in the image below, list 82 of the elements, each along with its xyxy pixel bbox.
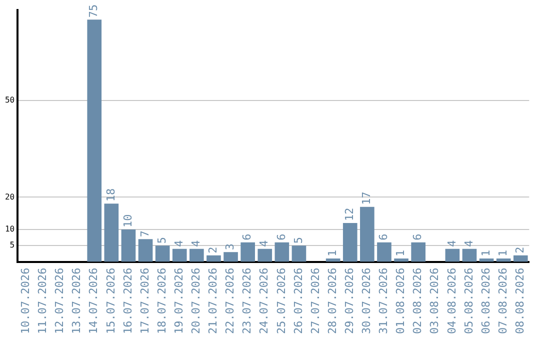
x-tick-label: 27.07.2026: [308, 268, 322, 334]
bar: [104, 204, 119, 262]
y-tick-label: 10: [4, 224, 15, 234]
x-tick-label: 21.07.2026: [206, 268, 220, 334]
data-label: 12: [342, 208, 356, 222]
bar: [121, 229, 136, 262]
data-label: 6: [240, 234, 254, 240]
bar: [292, 246, 306, 262]
x-tick-label: 28.07.2026: [326, 268, 339, 334]
x-tick-label: 13.07.2026: [70, 268, 84, 334]
bar: [496, 258, 511, 262]
data-label: 4: [445, 240, 458, 247]
data-label: 1: [479, 250, 492, 257]
x-tick-label: 29.07.2026: [342, 268, 356, 334]
data-label: 4: [172, 240, 186, 247]
data-label: 3: [224, 243, 237, 250]
x-tick-label: 14.07.2026: [87, 268, 100, 334]
bar: [172, 248, 187, 262]
data-label: 4: [258, 240, 271, 247]
data-label: 7: [138, 230, 152, 238]
x-tick-label: 18.07.2026: [155, 268, 168, 334]
bar: [258, 248, 272, 262]
data-label: 5: [155, 237, 168, 244]
data-label: 5: [292, 237, 305, 244]
x-tick-label: 22.07.2026: [224, 268, 237, 334]
y-tick-label: 20: [4, 192, 15, 202]
x-tick-label: 08.08.2026: [513, 268, 526, 334]
data-label: 4: [462, 240, 476, 247]
data-label: 6: [274, 234, 288, 240]
y-tick-label: 50: [4, 95, 15, 104]
x-tick-label: 05.08.2026: [462, 268, 476, 334]
bar: [87, 20, 102, 262]
bar: [155, 246, 170, 262]
x-tick-label: 19.07.2026: [172, 268, 186, 334]
x-tick-label: 01.08.2026: [394, 268, 408, 334]
bar: [342, 223, 358, 262]
bar: [479, 258, 494, 262]
data-label: 6: [411, 234, 424, 240]
x-tick-label: 30.07.2026: [360, 268, 374, 334]
bar: [274, 242, 290, 262]
data-label: 4: [190, 240, 203, 247]
bar: [138, 239, 153, 262]
x-tick-label: 03.08.2026: [428, 268, 442, 334]
x-tick-label: 26.07.2026: [292, 268, 305, 334]
x-tick-label: 17.07.2026: [138, 268, 152, 334]
x-tick-label: 10.07.2026: [19, 268, 32, 334]
bar: [360, 206, 374, 262]
data-label: 1: [496, 250, 510, 257]
bar: [224, 252, 238, 262]
data-label: 1: [394, 250, 408, 257]
x-tick-label: 15.07.2026: [104, 268, 118, 334]
x-tick-label: 20.07.2026: [190, 268, 203, 334]
x-tick-label: 24.07.2026: [258, 268, 271, 334]
x-tick-label: 12.07.2026: [53, 268, 66, 334]
x-tick-label: 02.08.2026: [411, 268, 424, 334]
bar: [411, 242, 426, 262]
x-tick-label: 31.07.2026: [377, 268, 390, 334]
x-tick-label: 11.07.2026: [36, 268, 50, 334]
data-label: 2: [513, 246, 526, 254]
x-tick-label: 04.08.2026: [445, 268, 458, 334]
data-label: 2: [206, 246, 220, 254]
data-label: 6: [377, 234, 390, 240]
bar: [462, 248, 477, 262]
data-label: 10: [121, 214, 134, 228]
x-tick-label: 16.07.2026: [121, 268, 134, 334]
bar: [445, 248, 460, 262]
x-tick-label: 23.07.2026: [240, 268, 254, 334]
bar: [513, 255, 528, 262]
bar: [394, 258, 408, 262]
bar: [377, 242, 392, 262]
data-label: 1: [326, 250, 339, 257]
x-tick-label: 07.08.2026: [496, 268, 510, 334]
y-tick-label: 5: [10, 240, 15, 250]
bar: [326, 258, 340, 262]
data-label: 17: [360, 192, 374, 205]
bar: [190, 248, 204, 262]
bar: [206, 255, 221, 262]
x-tick-label: 06.08.2026: [479, 268, 492, 334]
x-tick-label: 25.07.2026: [274, 268, 288, 334]
data-label: 75: [87, 4, 100, 18]
bar: [240, 242, 255, 262]
data-label: 18: [104, 188, 118, 202]
